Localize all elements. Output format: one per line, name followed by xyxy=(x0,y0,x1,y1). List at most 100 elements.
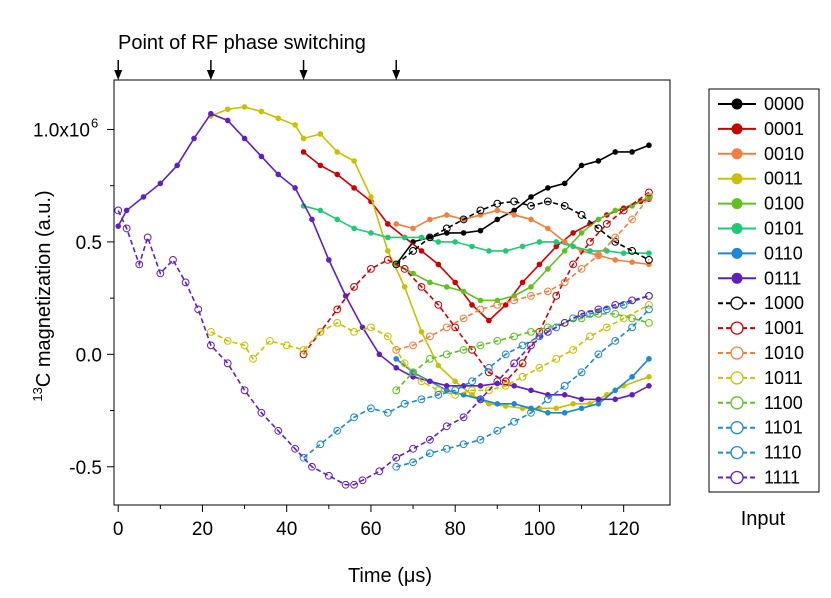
data-point xyxy=(645,300,653,309)
data-point xyxy=(427,216,433,223)
data-point xyxy=(241,104,248,110)
data-point xyxy=(502,302,509,308)
legend-swatch-marker xyxy=(730,321,744,335)
data-point xyxy=(577,314,586,323)
data-point xyxy=(384,248,391,254)
legend-label: 0010 xyxy=(764,144,804,164)
data-point xyxy=(135,260,144,269)
data-point xyxy=(645,188,653,197)
data-point xyxy=(527,291,535,300)
data-point xyxy=(367,323,375,332)
data-point xyxy=(275,115,282,122)
data-point xyxy=(570,230,576,236)
data-point xyxy=(351,185,357,191)
data-point xyxy=(435,261,442,268)
legend-label: 1110 xyxy=(764,443,801,463)
data-point xyxy=(249,354,257,363)
data-point xyxy=(476,395,485,404)
data-point xyxy=(469,243,475,250)
series-line-0111 xyxy=(117,112,650,401)
data-point xyxy=(595,216,602,223)
data-point xyxy=(578,405,585,412)
data-point xyxy=(393,221,400,227)
data-point xyxy=(333,426,342,435)
data-point xyxy=(645,318,653,327)
data-point xyxy=(452,239,458,245)
data-point xyxy=(510,359,519,368)
data-point xyxy=(274,426,283,435)
legend-item-1010: 1010 xyxy=(718,343,804,363)
data-point xyxy=(569,260,578,269)
y-axis-label-sup: 13 xyxy=(30,387,45,401)
data-point xyxy=(317,131,324,137)
series-line-1100 xyxy=(395,313,650,391)
data-point xyxy=(392,462,401,471)
legend-item-0100: 0100 xyxy=(718,194,804,214)
data-point xyxy=(527,408,535,417)
data-point xyxy=(143,233,152,242)
legend-label: 1111 xyxy=(764,468,800,488)
data-point xyxy=(494,401,501,407)
x-tick-label: 40 xyxy=(276,519,297,540)
data-point xyxy=(257,408,266,417)
data-point xyxy=(543,327,552,336)
data-point xyxy=(334,171,341,178)
data-point xyxy=(392,260,401,269)
series-line-0110 xyxy=(395,358,650,414)
data-point xyxy=(442,224,451,233)
data-point xyxy=(334,216,341,223)
legend-swatch-marker xyxy=(730,470,744,485)
data-point xyxy=(645,291,653,300)
data-point xyxy=(459,413,468,422)
series-line-0010 xyxy=(396,209,650,266)
data-point xyxy=(611,233,620,242)
data-point xyxy=(493,426,502,435)
y-tick-label: 1.0x10 xyxy=(33,120,90,141)
data-point xyxy=(518,359,527,368)
data-point xyxy=(545,266,551,272)
data-point xyxy=(511,401,517,407)
data-point xyxy=(493,300,502,309)
data-point xyxy=(501,350,510,359)
data-point xyxy=(368,194,374,200)
legend-label: 0001 xyxy=(764,119,804,139)
data-point xyxy=(484,386,493,395)
data-point xyxy=(400,359,409,368)
legend-swatch-marker xyxy=(731,173,743,185)
legend-label: 0000 xyxy=(764,94,804,114)
data-point xyxy=(477,383,484,389)
data-point xyxy=(409,246,417,255)
data-point xyxy=(401,284,408,290)
data-point xyxy=(510,197,519,206)
data-point xyxy=(594,251,603,260)
data-point xyxy=(443,383,450,389)
legend-label: 1101 xyxy=(764,418,803,438)
data-point xyxy=(452,279,458,286)
data-point xyxy=(543,287,552,296)
legend-label: 1011 xyxy=(764,368,803,388)
data-point xyxy=(545,225,551,232)
legend-item-1001: 1001 xyxy=(718,318,804,338)
series-0101 xyxy=(300,203,652,256)
data-point xyxy=(536,239,543,245)
data-point xyxy=(442,350,451,359)
data-point xyxy=(469,302,475,308)
data-point xyxy=(511,207,517,214)
data-point xyxy=(241,135,248,142)
data-point xyxy=(341,480,350,489)
legend-item-0101: 0101 xyxy=(718,219,804,239)
legend-swatch-marker xyxy=(730,346,744,360)
data-point xyxy=(611,336,620,345)
data-point xyxy=(612,149,619,155)
series-0110 xyxy=(393,356,652,416)
switch-arrow-head xyxy=(114,70,123,80)
data-point xyxy=(602,220,611,228)
data-point xyxy=(501,377,510,386)
data-point xyxy=(443,284,450,290)
data-point xyxy=(552,354,561,363)
data-point xyxy=(518,372,527,381)
data-point xyxy=(459,345,468,354)
data-point xyxy=(258,108,265,115)
legend-item-0110: 0110 xyxy=(718,243,803,263)
data-point xyxy=(612,257,619,263)
